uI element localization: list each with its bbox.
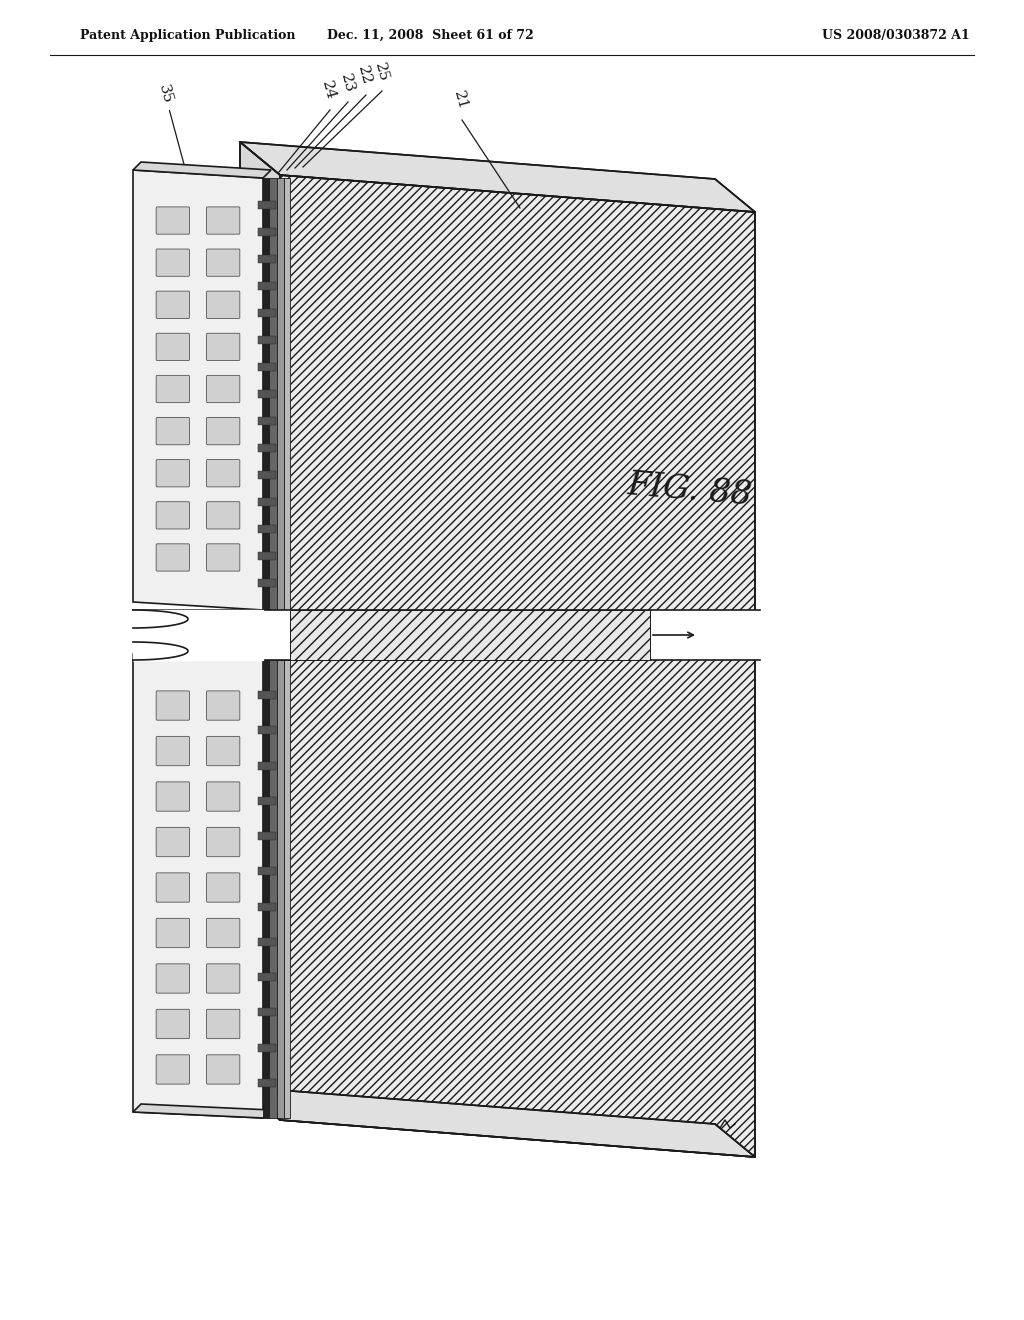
FancyBboxPatch shape [157,459,189,487]
FancyBboxPatch shape [207,459,240,487]
FancyBboxPatch shape [157,919,189,948]
FancyBboxPatch shape [157,417,189,445]
FancyBboxPatch shape [207,828,240,857]
Text: US 2008/0303872 A1: US 2008/0303872 A1 [822,29,970,41]
Polygon shape [258,726,276,734]
Text: Dec. 11, 2008  Sheet 61 of 72: Dec. 11, 2008 Sheet 61 of 72 [327,29,534,41]
Polygon shape [258,903,276,911]
Polygon shape [258,363,276,371]
Polygon shape [258,498,276,506]
Polygon shape [258,1078,276,1086]
FancyBboxPatch shape [207,873,240,902]
FancyBboxPatch shape [207,1010,240,1039]
Text: 22: 22 [354,65,374,87]
Text: 24: 24 [318,79,337,102]
Polygon shape [258,579,276,587]
Polygon shape [258,1044,276,1052]
Polygon shape [258,1008,276,1016]
FancyBboxPatch shape [157,690,189,721]
Polygon shape [258,937,276,946]
Polygon shape [133,1104,271,1118]
FancyBboxPatch shape [207,417,240,445]
Text: 23: 23 [338,71,356,94]
FancyBboxPatch shape [157,249,189,276]
FancyBboxPatch shape [207,333,240,360]
Polygon shape [258,417,276,425]
Polygon shape [133,653,263,1118]
FancyBboxPatch shape [207,737,240,766]
Polygon shape [258,867,276,875]
Polygon shape [258,337,276,345]
Text: 25: 25 [372,61,390,83]
FancyBboxPatch shape [207,375,240,403]
Polygon shape [258,201,276,209]
FancyBboxPatch shape [157,964,189,993]
FancyBboxPatch shape [207,502,240,529]
FancyBboxPatch shape [157,375,189,403]
Polygon shape [278,178,284,610]
Polygon shape [258,973,276,981]
Polygon shape [258,797,276,805]
Polygon shape [133,610,760,660]
FancyBboxPatch shape [207,964,240,993]
Polygon shape [263,660,269,1118]
Polygon shape [258,692,276,700]
Polygon shape [133,170,263,610]
FancyBboxPatch shape [157,1010,189,1039]
FancyBboxPatch shape [157,873,189,902]
FancyBboxPatch shape [157,1055,189,1084]
FancyBboxPatch shape [207,919,240,948]
Polygon shape [258,832,276,840]
Polygon shape [269,660,278,1118]
Text: FIG. 88: FIG. 88 [626,469,754,511]
Polygon shape [290,610,650,660]
FancyBboxPatch shape [207,292,240,318]
FancyBboxPatch shape [157,333,189,360]
FancyBboxPatch shape [157,207,189,234]
Text: Patent Application Publication: Patent Application Publication [80,29,296,41]
Text: 21: 21 [451,90,469,112]
Polygon shape [240,143,280,1119]
Polygon shape [263,178,269,610]
Polygon shape [240,143,755,213]
Polygon shape [280,176,755,1158]
Polygon shape [284,660,290,1118]
Polygon shape [240,1086,755,1158]
Polygon shape [258,309,276,317]
Polygon shape [269,178,278,610]
FancyBboxPatch shape [207,249,240,276]
FancyBboxPatch shape [157,737,189,766]
FancyBboxPatch shape [157,828,189,857]
Polygon shape [133,610,263,660]
Text: 35: 35 [156,83,184,165]
FancyBboxPatch shape [157,544,189,572]
FancyBboxPatch shape [207,690,240,721]
FancyBboxPatch shape [157,502,189,529]
Polygon shape [258,282,276,290]
Polygon shape [258,389,276,399]
FancyBboxPatch shape [207,207,240,234]
Polygon shape [258,762,276,770]
Polygon shape [258,255,276,263]
FancyBboxPatch shape [207,781,240,812]
FancyBboxPatch shape [207,1055,240,1084]
Polygon shape [258,525,276,533]
Polygon shape [258,228,276,236]
Polygon shape [258,471,276,479]
Polygon shape [258,552,276,560]
Polygon shape [284,178,290,610]
FancyBboxPatch shape [157,292,189,318]
Polygon shape [133,162,271,178]
FancyBboxPatch shape [207,544,240,572]
Polygon shape [278,660,284,1118]
Polygon shape [258,444,276,451]
FancyBboxPatch shape [157,781,189,812]
